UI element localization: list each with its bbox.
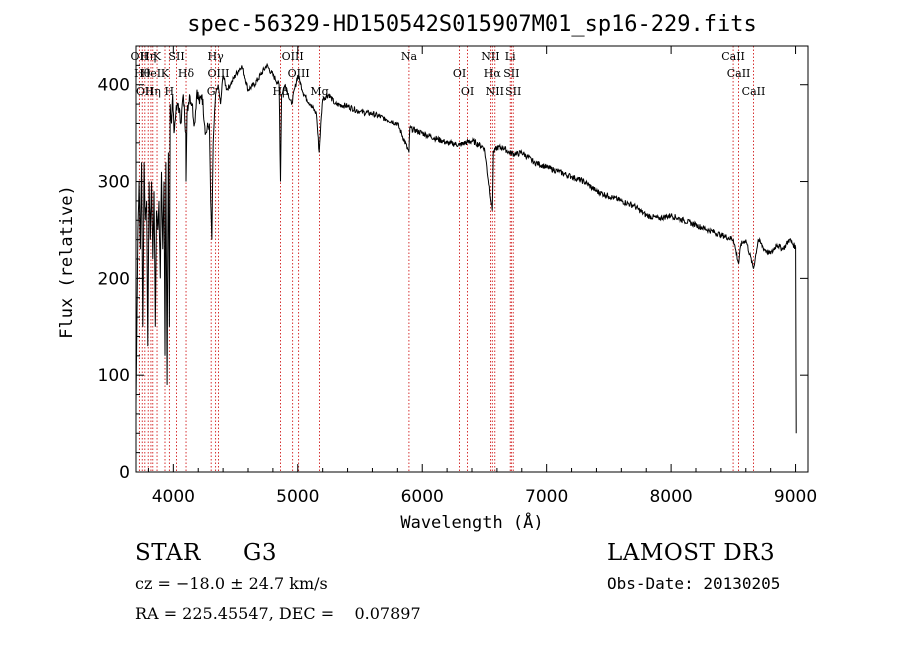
line-label-15: OIII [282,50,304,63]
line-label-10: Hδ [178,67,195,80]
line-label-7: K [161,67,170,80]
spectral-line-markers [138,46,754,472]
x-tick-label-0: 4000 [152,487,195,507]
line-label-3: Hη [140,50,156,63]
line-label-17: Mg [310,85,328,98]
line-label-2: OII [136,85,154,98]
line-label-12: Hγ [208,50,225,63]
line-label-25: SII [503,67,519,80]
line-label-21: NII [481,50,499,63]
line-label-5: Hη [145,85,161,98]
line-label-24: Li [505,50,516,63]
x-tick-label-5: 9000 [774,487,817,507]
line-label-26: SII [505,85,521,98]
spectral-line-labels: OIIHθOIIHηHeIHηKKHSIIHδGHγOIIIHβOIIIOIII… [131,50,766,98]
survey-label: LAMOST DR3 [607,540,776,566]
y-tick-label-3: 300 [98,173,130,193]
x-tick-label-1: 5000 [276,487,319,507]
x-tick-label-2: 6000 [401,487,444,507]
line-label-9: SII [168,50,184,63]
line-label-29: CaII [742,85,766,98]
line-label-23: NII [486,85,504,98]
line-label-4: HeI [141,67,161,80]
line-label-6: K [153,50,162,63]
line-label-19: OI [453,67,466,80]
line-label-8: H [165,85,175,98]
y-tick-label-0: 0 [119,463,130,483]
y-tick-label-2: 200 [98,269,130,289]
y-tick-label-1: 100 [98,366,130,386]
line-label-18: Na [401,50,418,63]
line-label-1: Hθ [134,67,151,80]
line-label-27: CaII [721,50,745,63]
line-label-11: G [207,85,216,98]
x-axis-ticks: 4000 5000 6000 7000 8000 9000 [147,46,817,507]
line-label-20: OI [461,85,474,98]
line-label-28: CaII [727,67,751,80]
plot-frame [135,45,809,473]
line-label-13: OIII [207,67,229,80]
coordinates: RA = 225.45547, DEC = 0.07897 [135,604,421,623]
line-label-0: OII [131,50,149,63]
flux-series-line [135,62,797,434]
y-axis-label: Flux (relative) [57,185,77,339]
y-axis-ticks: 0 100 200 300 400 [98,64,808,483]
x-tick-label-3: 7000 [525,487,568,507]
y-tick-label-4: 400 [98,76,130,96]
object-subclass: G3 [243,540,278,566]
redshift-velocity: cz = −18.0 ± 24.7 km/s [135,574,328,593]
x-axis-label: Wavelength (Å) [400,511,543,533]
observation-date: Obs-Date: 20130205 [607,574,781,593]
line-label-16: OIII [288,67,310,80]
x-tick-label-4: 8000 [649,487,692,507]
object-class: STAR [135,540,201,566]
line-label-22: Hα [484,67,502,80]
chart-title: spec-56329-HD150542S015907M01_sp16-229.f… [187,12,757,37]
